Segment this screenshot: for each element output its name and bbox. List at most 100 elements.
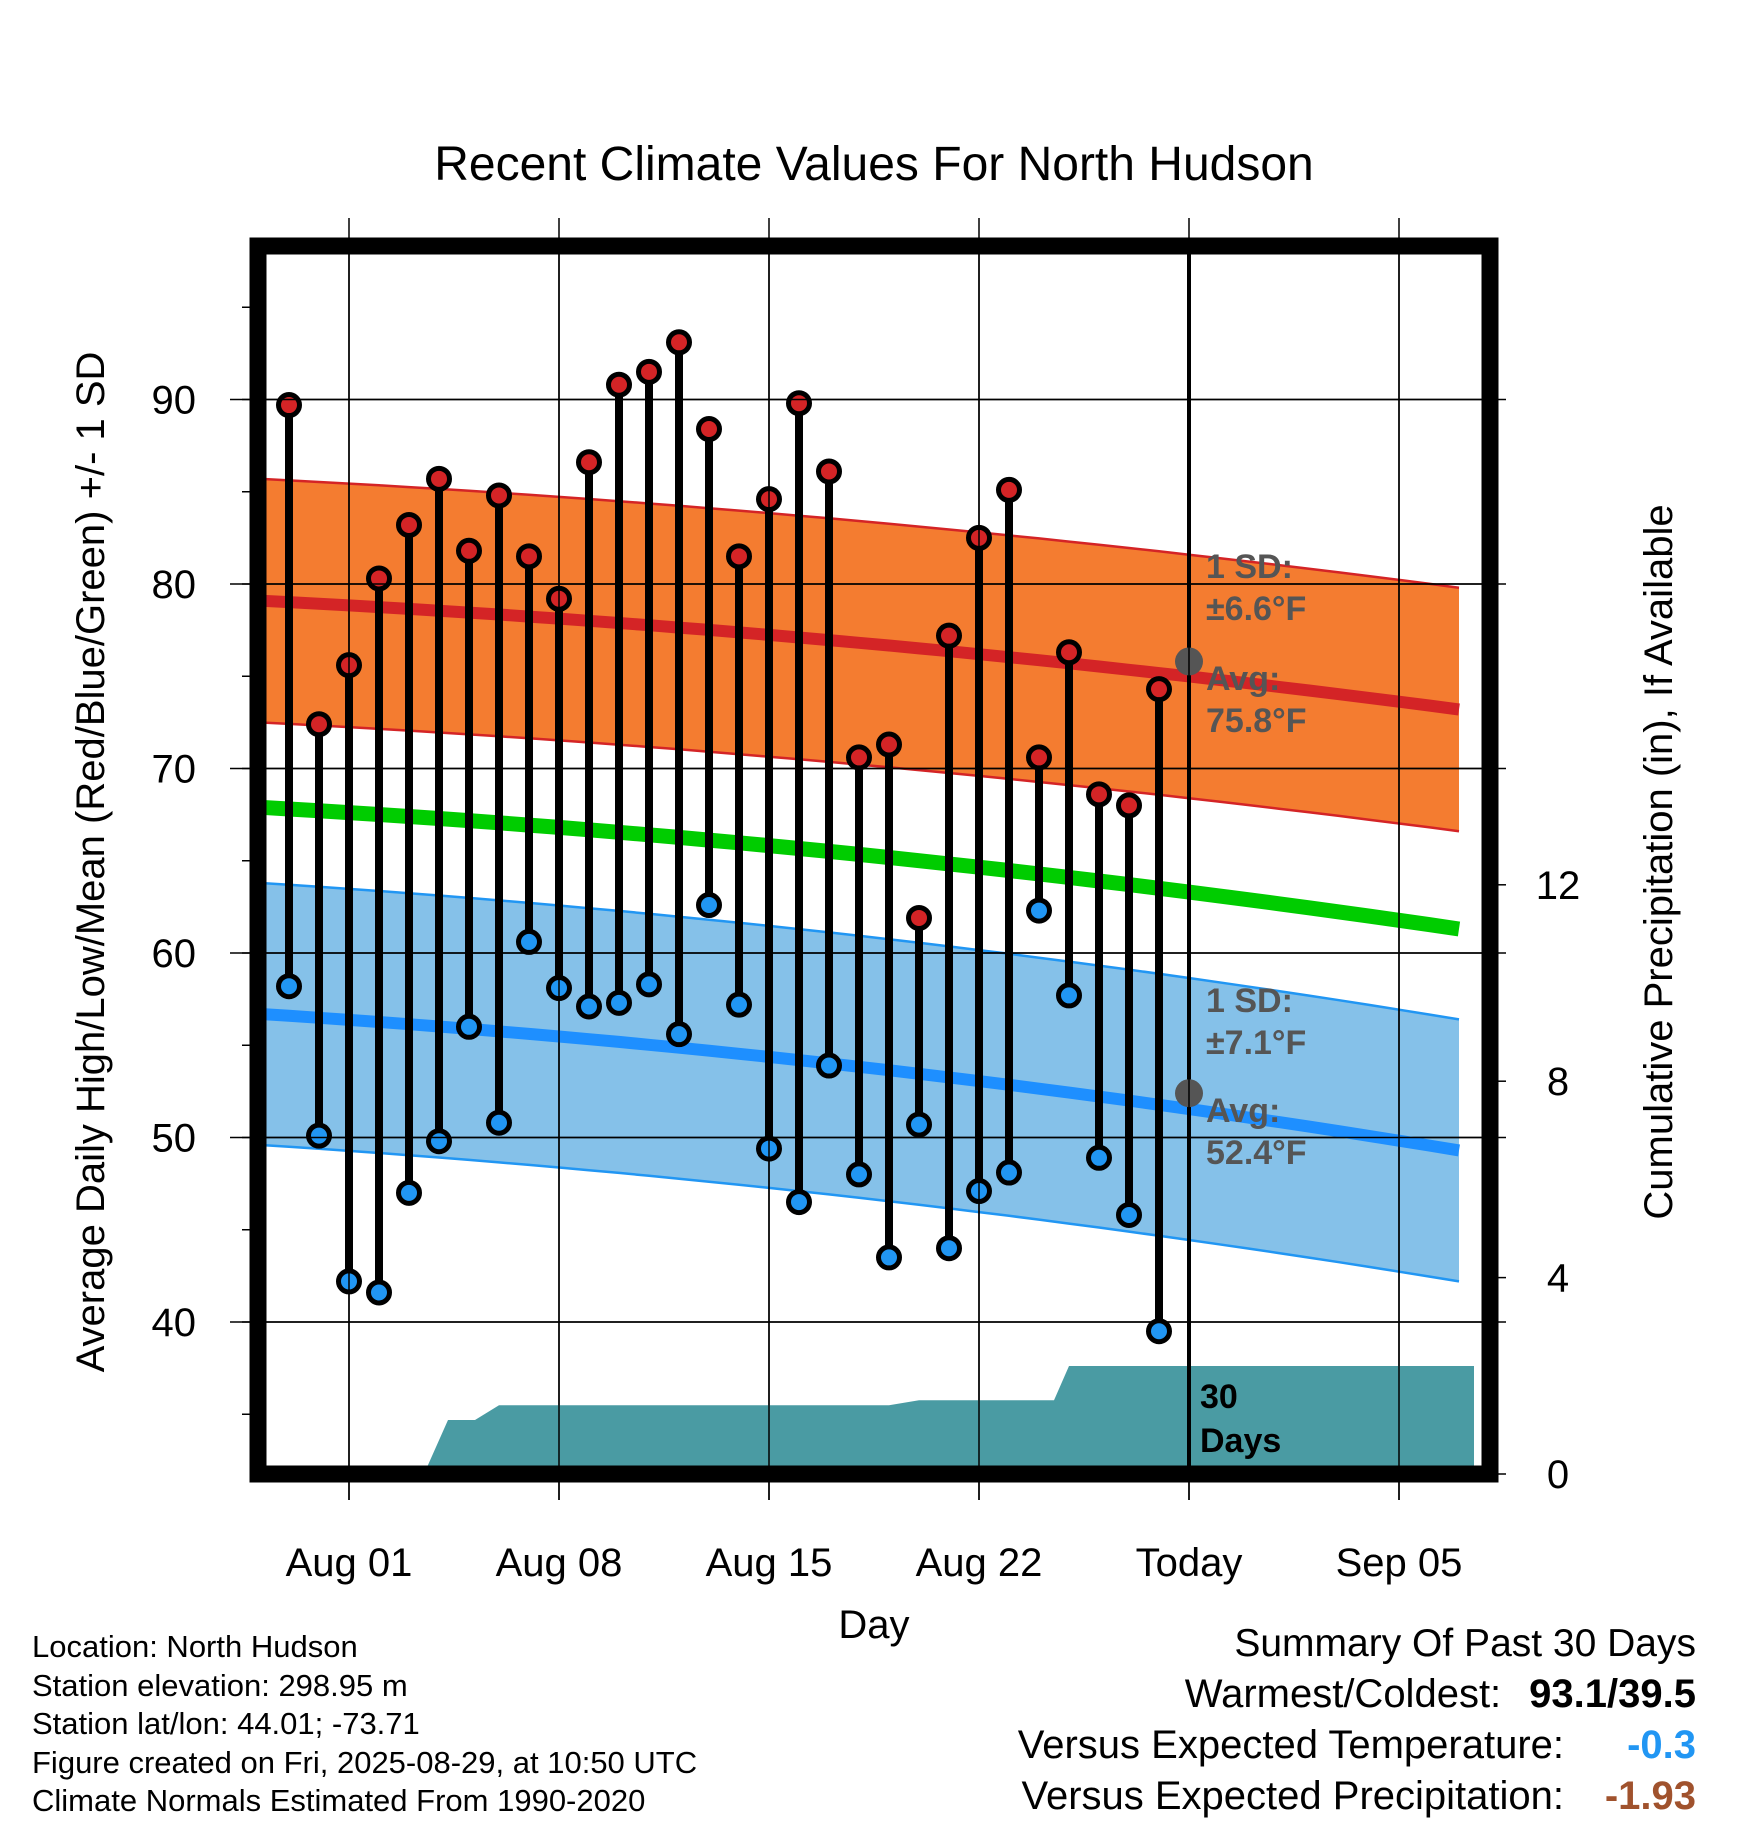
low-temp-point xyxy=(906,1111,932,1138)
low-temp-point xyxy=(666,1021,692,1048)
high-temp-point xyxy=(576,449,602,476)
plot-area xyxy=(258,246,1490,1474)
x-tick-label: Aug 15 xyxy=(706,1541,833,1585)
y-tick-label: 90 xyxy=(152,379,197,423)
high-temp-point xyxy=(1026,744,1052,771)
low-temp-point xyxy=(1146,1318,1172,1345)
low-avg-value: 52.4°F xyxy=(1206,1134,1307,1172)
precip-departure-value: -1.93 xyxy=(1604,1774,1696,1818)
low-temp-point xyxy=(996,1159,1022,1186)
x-tick-label: Aug 01 xyxy=(286,1541,413,1585)
high-temp-point xyxy=(456,537,482,564)
x-tick-label: Aug 22 xyxy=(916,1541,1043,1585)
y-tick-label: 80 xyxy=(152,563,197,607)
low-temp-point xyxy=(396,1179,422,1206)
high-temp-point xyxy=(486,482,512,509)
low-temp-point xyxy=(1056,982,1082,1009)
high-temp-point xyxy=(516,543,542,570)
x-tick-label: Sep 05 xyxy=(1336,1541,1463,1585)
low-temp-point xyxy=(366,1279,392,1306)
high-sd-value: ±6.6°F xyxy=(1206,590,1306,628)
y2-tick-label: 8 xyxy=(1547,1060,1569,1104)
low-temp-point xyxy=(456,1013,482,1040)
x-axis-label: Day xyxy=(838,1603,909,1647)
warmest-coldest-value: 93.1/39.5 xyxy=(1529,1672,1696,1716)
low-temp-point xyxy=(936,1235,962,1262)
station-info: Location: North Hudson Station elevation… xyxy=(32,1628,697,1821)
low-temp-point xyxy=(276,973,302,1000)
high-temp-point xyxy=(396,511,422,538)
low-sd-label: 1 SD: xyxy=(1206,982,1293,1020)
high-temp-point xyxy=(666,329,692,356)
low-temp-point xyxy=(606,989,632,1016)
low-temp-point xyxy=(306,1122,332,1149)
low-sd-lower-line xyxy=(258,1143,1460,1283)
precip-departure-label: Versus Expected Precipitation: xyxy=(1021,1774,1564,1818)
y2-axis-label: Cumulative Precipitation (in), If Availa… xyxy=(1637,504,1681,1219)
high-temp-point xyxy=(1116,792,1142,819)
latlon-text: Station lat/lon: 44.01; -73.71 xyxy=(32,1706,420,1741)
low-temp-point xyxy=(1116,1201,1142,1228)
high-temp-point xyxy=(906,904,932,931)
high-temp-point xyxy=(1056,639,1082,666)
x-tick-label: Today xyxy=(1136,1541,1243,1585)
high-temp-point xyxy=(876,731,902,758)
high-avg-label: Avg: xyxy=(1206,660,1280,698)
y-tick-label: 70 xyxy=(152,748,197,792)
plot-frame xyxy=(249,237,1499,1483)
high-temp-point xyxy=(276,392,302,419)
y-axis-label: Average Daily High/Low/Mean (Red/Blue/Gr… xyxy=(69,352,113,1373)
low-temp-point xyxy=(486,1109,512,1136)
y2-tick-label: 0 xyxy=(1547,1453,1569,1497)
warmest-coldest-row: Warmest/Coldest: 93.1/39.5 xyxy=(1018,1669,1696,1720)
precip-days-label: 30 xyxy=(1200,1378,1238,1416)
high-temp-point xyxy=(1086,781,1112,808)
low-temp-point xyxy=(816,1052,842,1079)
low-avg-label: Avg: xyxy=(1206,1092,1280,1130)
summary-title: Summary Of Past 30 Days xyxy=(1234,1622,1696,1665)
precip-area xyxy=(424,1366,1474,1474)
high-temp-point xyxy=(696,416,722,443)
low-temp-point xyxy=(696,892,722,919)
high-temp-point xyxy=(996,476,1022,503)
low-temp-point xyxy=(726,991,752,1018)
x-tick-label: Aug 08 xyxy=(496,1541,623,1585)
low-temp-point xyxy=(786,1189,812,1216)
low-temp-point xyxy=(1086,1144,1112,1171)
y2-tick-label: 12 xyxy=(1536,864,1581,908)
high-avg-value: 75.8°F xyxy=(1206,702,1307,740)
created-text: Figure created on Fri, 2025-08-29, at 10… xyxy=(32,1744,698,1780)
high-temp-point xyxy=(816,458,842,485)
precip-days-label-2: Days xyxy=(1200,1422,1281,1460)
low-temp-point xyxy=(846,1161,872,1188)
low-temp-point xyxy=(636,971,662,998)
y-tick-label: 60 xyxy=(152,932,197,976)
location-text: Location: North Hudson xyxy=(32,1629,358,1664)
high-sd-upper-line xyxy=(258,477,1460,589)
y-tick-label: 40 xyxy=(152,1301,197,1345)
low-sd-value: ±7.1°F xyxy=(1206,1024,1306,1062)
temp-departure-value: -0.3 xyxy=(1627,1723,1696,1767)
temp-departure-row: Versus Expected Temperature: -0.3 xyxy=(1018,1720,1696,1771)
y2-tick-label: 4 xyxy=(1547,1257,1569,1301)
high-temp-point xyxy=(846,744,872,771)
y-tick-label: 50 xyxy=(152,1117,197,1161)
normals-text: Climate Normals Estimated From 1990-2020 xyxy=(32,1783,646,1818)
temp-departure-label: Versus Expected Temperature: xyxy=(1017,1723,1564,1767)
normal-high-line xyxy=(258,594,1460,716)
low-temp-point xyxy=(576,993,602,1020)
elevation-text: Station elevation: 298.95 m xyxy=(32,1667,408,1703)
low-temp-point xyxy=(516,928,542,955)
low-temp-point xyxy=(426,1128,452,1155)
chart-title: Recent Climate Values For North Hudson xyxy=(434,138,1314,191)
high-temp-point xyxy=(786,390,812,417)
high-temp-point xyxy=(936,622,962,649)
high-temp-point xyxy=(636,358,662,385)
summary-panel: Summary Of Past 30 Days Warmest/Coldest:… xyxy=(1018,1618,1696,1822)
high-temp-point xyxy=(426,465,452,492)
high-temp-point xyxy=(606,371,632,398)
high-temp-point xyxy=(366,565,392,592)
high-sd-label: 1 SD: xyxy=(1206,548,1293,586)
high-temp-point xyxy=(726,543,752,570)
